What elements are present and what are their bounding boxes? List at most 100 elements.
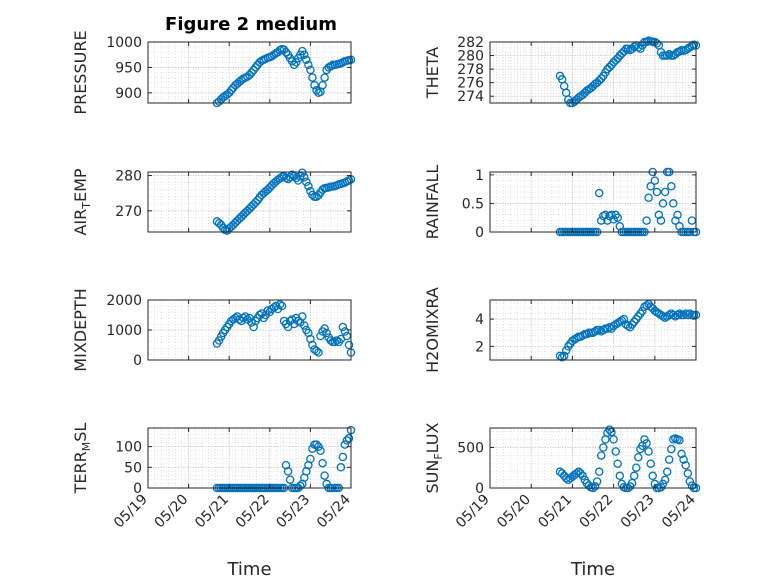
data-point	[306, 65, 315, 75]
y-tick-label: 280	[457, 49, 484, 65]
data-point	[576, 469, 585, 478]
y-tick-label: 900	[115, 86, 142, 102]
data-point	[338, 452, 348, 462]
data-point	[677, 449, 686, 459]
data-point	[304, 181, 313, 191]
y-tick-label: 50	[124, 460, 142, 476]
data-point	[640, 435, 649, 444]
data-point	[283, 467, 293, 476]
data-point	[285, 475, 295, 484]
data-point	[289, 60, 299, 70]
x-axis-label: Time	[226, 559, 271, 580]
data-point	[629, 471, 639, 481]
y-tick-label: 1	[475, 168, 484, 184]
data-point	[613, 213, 622, 222]
data-point	[642, 216, 651, 225]
y-tick-label: 2	[475, 339, 484, 355]
data-point	[590, 327, 600, 336]
data-point	[308, 190, 317, 200]
data-point	[320, 73, 329, 82]
data-point	[298, 312, 307, 321]
data-point	[623, 321, 633, 331]
data-point	[251, 63, 260, 72]
x-axis-label: Time	[570, 559, 615, 580]
data-point	[664, 49, 674, 59]
data-point	[298, 168, 307, 177]
y-tick-label: 0	[133, 481, 142, 497]
data-point	[664, 455, 674, 464]
data-point	[320, 471, 329, 480]
data-point	[300, 321, 309, 330]
grid-lines	[489, 300, 697, 360]
data-point	[662, 467, 672, 477]
data-point	[638, 306, 647, 316]
subplot-mixdepth: 0 1000 2000 MIXDEPTH	[71, 288, 356, 372]
data-point	[642, 439, 651, 448]
y-tick-label: 500	[457, 440, 484, 456]
x-tick-label: 05/20	[494, 492, 534, 532]
data-point	[279, 45, 289, 54]
data-point	[685, 477, 695, 486]
x-tick-label: 05/19	[453, 492, 493, 532]
axes-frame	[489, 299, 697, 361]
y-tick-label: 270	[115, 204, 142, 220]
data-point	[617, 49, 627, 58]
data-series	[212, 44, 356, 108]
data-point	[652, 39, 662, 48]
data-point	[675, 222, 684, 231]
x-tick-label: 05/24	[314, 491, 354, 531]
data-point	[669, 310, 678, 320]
data-point	[582, 329, 592, 339]
data-point	[344, 434, 354, 443]
data-point	[340, 440, 350, 449]
data-point	[675, 309, 684, 318]
data-point	[685, 309, 695, 318]
data-point	[679, 310, 688, 320]
data-point	[285, 173, 295, 182]
y-axis-label: H2OMIXRA	[423, 287, 442, 373]
y-tick-label: 0	[475, 481, 484, 497]
data-point	[291, 58, 301, 67]
subplot-terr-msl: 0 50 100 05/19 05/20 05/21 05/22 05/23 05/24 TERR…	[71, 423, 356, 580]
data-point	[658, 312, 668, 321]
subplot-pressure: 900 950 1000 PRESSURE	[71, 30, 356, 115]
data-point	[302, 177, 311, 187]
axes-frame	[147, 427, 352, 489]
y-tick-label: 1000	[106, 323, 142, 339]
data-point	[660, 187, 670, 197]
data-point	[318, 80, 327, 90]
data-point	[658, 199, 668, 208]
data-point	[312, 346, 321, 356]
data-point	[578, 471, 587, 481]
data-point	[613, 459, 622, 468]
data-point	[316, 446, 325, 456]
x-tick-label: 05/20	[152, 492, 192, 532]
x-tick-label: 05/23	[273, 492, 313, 532]
data-point	[619, 314, 629, 324]
data-point	[314, 348, 323, 357]
data-point	[344, 340, 354, 350]
y-tick-label: 278	[457, 62, 484, 78]
axes-frame	[147, 41, 352, 104]
subplot-rainfall: 0 0.5 1 RAINFALL	[423, 165, 701, 241]
data-point	[318, 458, 327, 468]
subplot-h2omixra: 2 4 H2OMIXRA	[423, 287, 701, 373]
y-axis-label: RAINFALL	[423, 165, 442, 240]
data-point	[667, 444, 676, 454]
data-point	[681, 461, 690, 470]
data-point	[675, 47, 684, 56]
y-tick-label: 274	[457, 89, 484, 105]
data-point	[239, 313, 248, 323]
data-point	[673, 310, 682, 320]
data-point	[646, 459, 655, 468]
data-point	[291, 173, 301, 183]
data-point	[314, 442, 323, 451]
data-point	[326, 336, 335, 345]
data-point	[332, 336, 342, 345]
y-tick-label: 276	[457, 76, 484, 92]
data-point	[650, 176, 660, 185]
data-point	[609, 435, 618, 444]
data-series	[212, 300, 356, 357]
data-series	[555, 425, 701, 493]
figure-title: Figure 2 medium	[165, 14, 337, 35]
